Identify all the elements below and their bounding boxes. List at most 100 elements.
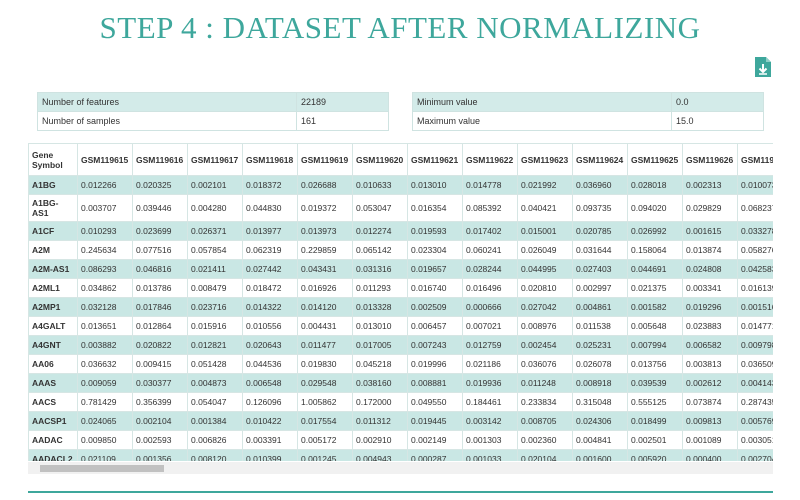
cell-value: 0.013651 [77,316,133,336]
cell-value: 0.029548 [297,373,353,393]
cell-value: 0.003813 [682,354,738,374]
cell-value: 0.026078 [572,354,628,374]
cell-value: 0.014120 [297,297,353,317]
cell-value: 0.004861 [572,297,628,317]
cell-value: 0.019830 [297,354,353,374]
cell-value: 0.020325 [132,175,188,195]
cell-value: 0.019445 [407,411,463,431]
cell-value: 0.036960 [572,175,628,195]
summary-value: 161 [296,111,389,131]
summary-row: Number of features 22189 [37,92,389,112]
cell-value: 0.020810 [517,278,573,298]
gene-symbol: AAAS [28,373,78,393]
cell-value: 0.006548 [242,373,298,393]
scroll-thumb[interactable] [40,465,164,472]
gene-symbol: AA06 [28,354,78,374]
cell-value: 0.000666 [462,297,518,317]
cell-value: 0.068237 [737,194,773,222]
cell-value: 0.054047 [187,392,243,412]
cell-value: 0.011293 [352,278,408,298]
gene-symbol: AADACL2 [28,449,78,461]
cell-value: 0.012266 [77,175,133,195]
cell-value: 0.008918 [572,373,628,393]
cell-value: 0.172000 [352,392,408,412]
data-table: Gene Symbol GSM119615 GSM119616 GSM119617 GS… [28,143,773,461]
cell-value: 0.018499 [627,411,683,431]
cell-value: 0.014778 [462,175,518,195]
cell-value: 0.014322 [242,297,298,317]
cell-value: 0.023716 [187,297,243,317]
header-row: Gene Symbol GSM119615 GSM119616 GSM119617 GS… [28,143,773,176]
cell-value: 0.003341 [682,278,738,298]
cell-value: 0.126096 [242,392,298,412]
cell-value: 0.065142 [352,240,408,260]
gene-symbol: A4GALT [28,316,78,336]
summary-label: Number of features [37,92,297,112]
cell-value: 0.001582 [627,297,683,317]
cell-value: 0.002149 [407,430,463,450]
cell-value: 0.058276 [737,240,773,260]
cell-value: 0.012274 [352,221,408,241]
cell-value: 0.009059 [77,373,133,393]
cell-value: 0.004943 [352,449,408,461]
cell-value: 0.027042 [517,297,573,317]
cell-value: 0.024306 [572,411,628,431]
gene-symbol: A1CF [28,221,78,241]
cell-value: 0.004280 [187,194,243,222]
cell-value: 0.031316 [352,259,408,279]
cell-value: 0.013010 [407,175,463,195]
cell-value: 0.014771 [737,316,773,336]
cell-value: 0.009850 [77,430,133,450]
column-header: GSM119615 [77,143,133,176]
gene-symbol: A2M-AS1 [28,259,78,279]
cell-value: 0.004431 [297,316,353,336]
cell-value: 0.032128 [77,297,133,317]
summary-table: Minimum value 0.0 Maximum value 15.0 [412,92,764,131]
cell-value: 0.007994 [627,335,683,355]
cell-value: 0.077516 [132,240,188,260]
cell-value: 0.005769 [737,411,773,431]
summary-label: Number of samples [37,111,297,131]
cell-value: 0.001245 [297,449,353,461]
cell-value: 0.010073 [737,175,773,195]
cell-value: 0.781429 [77,392,133,412]
cell-value: 0.003142 [462,411,518,431]
cell-value: 0.006826 [187,430,243,450]
cell-value: 0.040421 [517,194,573,222]
cell-value: 0.023699 [132,221,188,241]
summary-row: Number of samples 161 [37,111,389,131]
cell-value: 0.002501 [627,430,683,450]
data-row: AACSP1 0.024065 0.002104 0.001384 0.010422 0.… [28,411,773,431]
cell-value: 0.003707 [77,194,133,222]
cell-value: 0.233834 [517,392,573,412]
cell-value: 0.026992 [627,221,683,241]
cell-value: 0.011312 [352,411,408,431]
data-row: AACS 0.781429 0.356399 0.054047 0.126096 1.00… [28,392,773,412]
cell-value: 0.002910 [352,430,408,450]
column-header: GSM119626 [682,143,738,176]
column-header: GSM119619 [297,143,353,176]
cell-value: 0.060241 [462,240,518,260]
cell-value: 0.051428 [187,354,243,374]
cell-value: 0.073874 [682,392,738,412]
cell-value: 0.021992 [517,175,573,195]
cell-value: 0.006457 [407,316,463,336]
cell-value: 0.019657 [407,259,463,279]
cell-value: 0.002704 [737,449,773,461]
cell-value: 0.005920 [627,449,683,461]
cell-value: 0.315048 [572,392,628,412]
cell-value: 0.018372 [242,175,298,195]
cell-value: 0.013010 [352,316,408,336]
cell-value: 0.002104 [132,411,188,431]
cell-value: 0.019936 [462,373,518,393]
cell-value: 0.011477 [297,335,353,355]
summary-value: 0.0 [671,92,764,112]
horizontal-scrollbar[interactable] [28,462,773,474]
download-button[interactable] [753,56,773,78]
cell-value: 0.001089 [682,430,738,450]
cell-value: 0.039446 [132,194,188,222]
cell-value: 0.021186 [462,354,518,374]
cell-value: 0.010422 [242,411,298,431]
cell-value: 0.005172 [297,430,353,450]
